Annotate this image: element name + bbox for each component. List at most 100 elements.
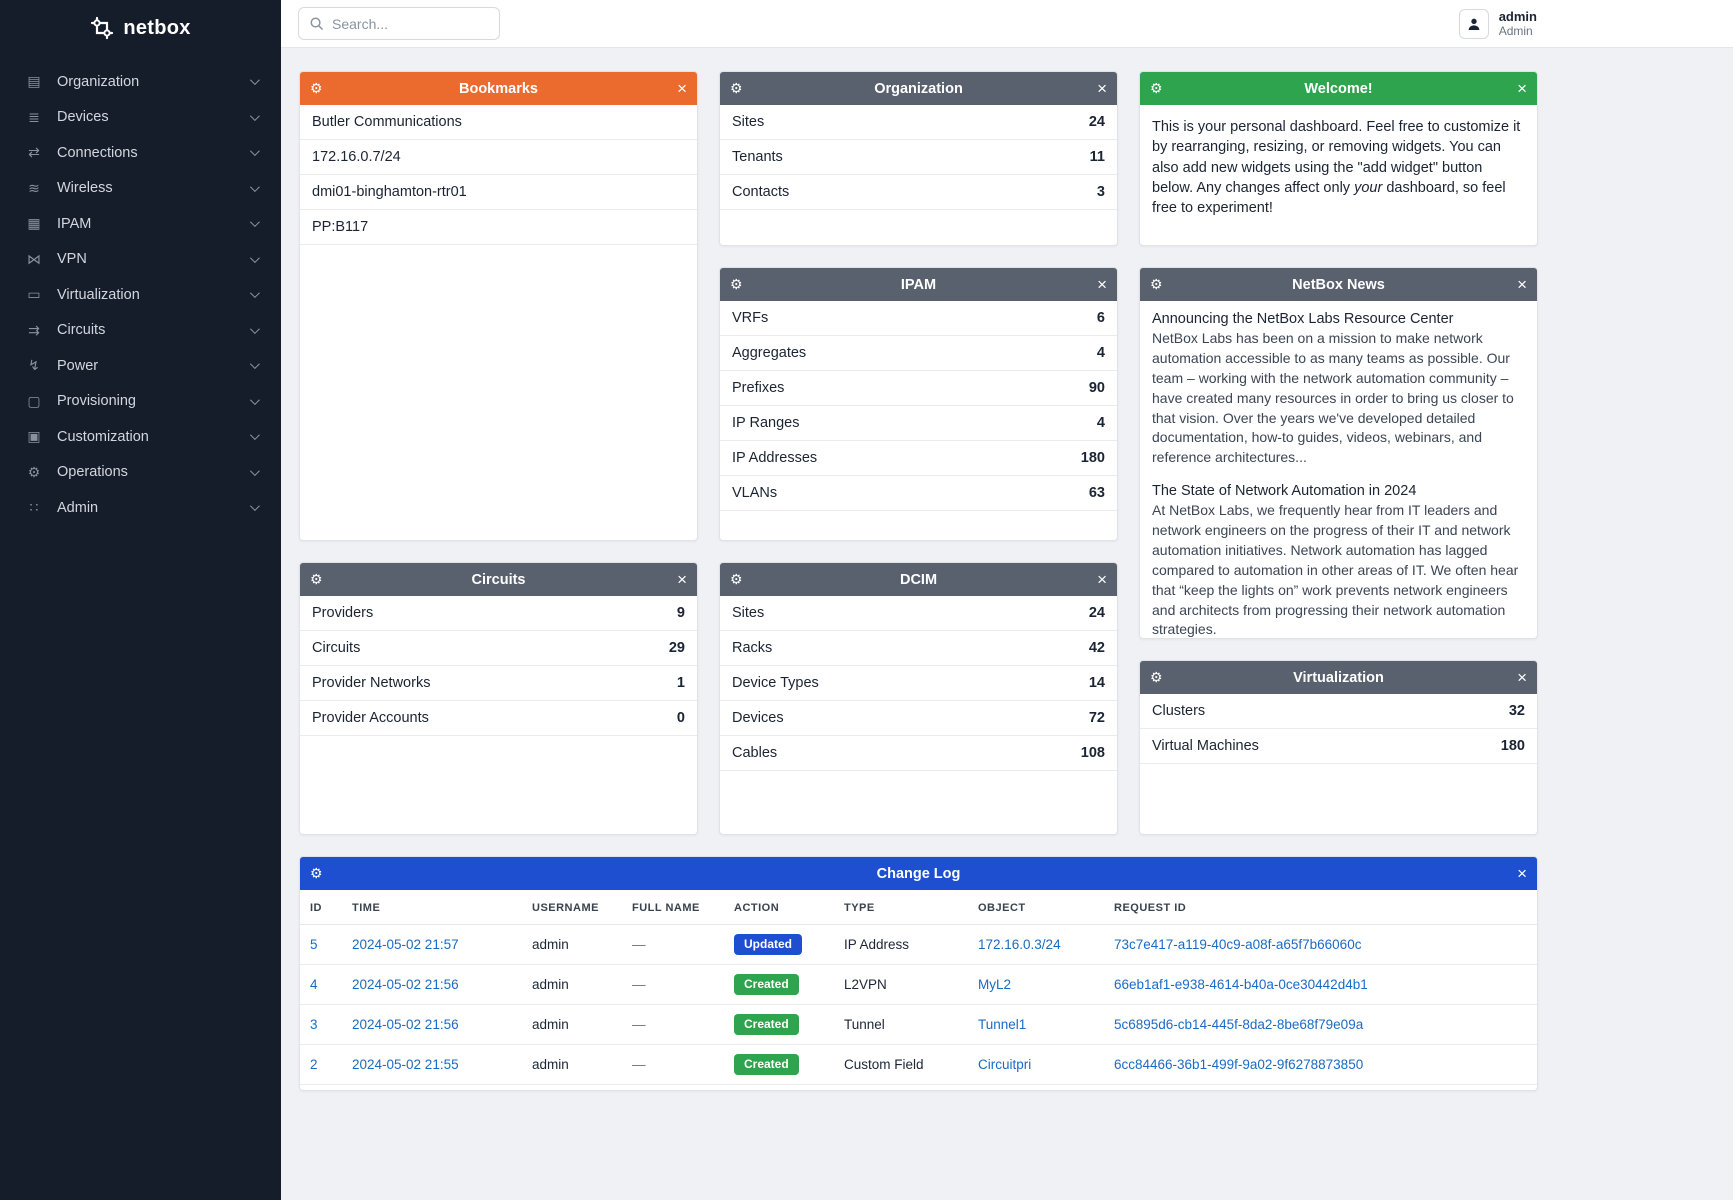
widget-config-icon[interactable]: ⚙ <box>310 865 323 881</box>
stat-value[interactable]: 4 <box>1096 415 1105 431</box>
widget-close-icon[interactable]: × <box>1517 275 1527 294</box>
change-time-link[interactable]: 2024-05-02 21:56 <box>352 1017 459 1032</box>
user-menu[interactable]: admin Admin <box>1458 8 1537 39</box>
widget-title: Circuits <box>471 571 526 588</box>
stat-value[interactable]: 72 <box>1088 710 1105 726</box>
change-username: admin <box>522 924 622 965</box>
search-icon <box>310 17 323 30</box>
change-fullname: — <box>622 964 724 1005</box>
stat-row: Tenants 11 <box>720 140 1117 175</box>
news-scroll-area[interactable]: Announcing the NetBox Labs Resource Cent… <box>1140 301 1537 638</box>
column-header-action: ACTION <box>724 890 834 925</box>
widget-config-icon[interactable]: ⚙ <box>730 80 743 96</box>
change-request-id-link[interactable]: 6cc84466-36b1-499f-9a02-9f6278873850 <box>1114 1057 1364 1072</box>
change-object-link[interactable]: Circuitpri <box>978 1057 1032 1072</box>
sidebar-item-label: Provisioning <box>57 393 136 410</box>
widget-close-icon[interactable]: × <box>1517 79 1527 98</box>
stat-row: Racks 42 <box>720 631 1117 666</box>
news-headline-link[interactable]: Announcing the NetBox Labs Resource Cent… <box>1152 311 1454 327</box>
sidebar-item-circuits[interactable]: ⇉ Circuits <box>0 313 281 349</box>
customization-icon: ▣ <box>27 428 41 445</box>
widget-close-icon[interactable]: × <box>1517 864 1527 883</box>
widget-close-icon[interactable]: × <box>677 79 687 98</box>
stat-value[interactable]: 14 <box>1088 675 1105 691</box>
widget-close-icon[interactable]: × <box>1097 570 1107 589</box>
change-object-link[interactable]: 172.16.0.3/24 <box>978 937 1061 952</box>
stat-row: VLANs 63 <box>720 476 1117 511</box>
widget-config-icon[interactable]: ⚙ <box>730 571 743 587</box>
stat-value[interactable]: 11 <box>1089 149 1105 165</box>
stat-value[interactable]: 180 <box>1500 738 1525 754</box>
sidebar-item-operations[interactable]: ⚙ Operations <box>0 455 281 491</box>
bookmark-item[interactable]: dmi01-binghamton-rtr01 <box>300 175 697 210</box>
sidebar-item-wireless[interactable]: ≋ Wireless <box>0 171 281 207</box>
user-button[interactable] <box>1458 8 1489 39</box>
sidebar-item-devices[interactable]: ≣ Devices <box>0 100 281 136</box>
sidebar-item-ipam[interactable]: ▦ IPAM <box>0 206 281 242</box>
stat-value[interactable]: 180 <box>1080 450 1105 466</box>
widget-close-icon[interactable]: × <box>1517 668 1527 687</box>
bookmark-item[interactable]: 172.16.0.7/24 <box>300 140 697 175</box>
widget-config-icon[interactable]: ⚙ <box>310 80 323 96</box>
stat-value[interactable]: 24 <box>1088 605 1105 621</box>
changelog-row: 1 2024-05-02 21:54 admin — Updated Site … <box>300 1084 1537 1090</box>
stat-value[interactable]: 63 <box>1088 485 1105 501</box>
widget-close-icon[interactable]: × <box>1097 275 1107 294</box>
column-header-type: TYPE <box>834 890 968 925</box>
change-request-id-link[interactable]: 5c6895d6-cb14-445f-8da2-8be68f79e09a <box>1114 1017 1364 1032</box>
stat-row: Provider Accounts 0 <box>300 701 697 736</box>
main-area: admin Admin ⚙ Bookmarks × Butler Communi… <box>281 0 1733 1200</box>
bookmark-item[interactable]: Butler Communications <box>300 105 697 140</box>
sidebar-item-admin[interactable]: ∷ Admin <box>0 490 281 526</box>
sidebar-item-provisioning[interactable]: ▢ Provisioning <box>0 384 281 420</box>
sidebar-item-label: Virtualization <box>57 286 140 303</box>
sidebar-item-power[interactable]: ↯ Power <box>0 348 281 384</box>
search-input[interactable] <box>332 15 489 32</box>
chevron-down-icon <box>249 110 260 121</box>
widget-close-icon[interactable]: × <box>1097 79 1107 98</box>
stat-value[interactable]: 90 <box>1088 380 1105 396</box>
virtualization-widget: ⚙ Virtualization × Clusters 32 Virtual Ma… <box>1139 660 1538 835</box>
widget-config-icon[interactable]: ⚙ <box>1150 276 1163 292</box>
stat-value[interactable]: 4 <box>1096 345 1105 361</box>
netbox-logo[interactable]: netbox <box>0 0 281 60</box>
change-time-link[interactable]: 2024-05-02 21:55 <box>352 1057 459 1072</box>
change-id-link[interactable]: 5 <box>310 937 318 952</box>
stat-value[interactable]: 6 <box>1096 310 1105 326</box>
change-id-link[interactable]: 2 <box>310 1057 318 1072</box>
stat-value[interactable]: 9 <box>676 605 685 621</box>
sidebar-item-customization[interactable]: ▣ Customization <box>0 419 281 455</box>
widget-config-icon[interactable]: ⚙ <box>1150 669 1163 685</box>
virtualization-icon: ▭ <box>27 286 41 303</box>
change-request-id-link[interactable]: 66eb1af1-e938-4614-b40a-0ce30442d4b1 <box>1114 977 1368 992</box>
stat-value[interactable]: 29 <box>668 640 685 656</box>
change-object-link[interactable]: Tunnel1 <box>978 1017 1027 1032</box>
change-request-id-link[interactable]: 73c7e417-a119-40c9-a08f-a65f7b66060c <box>1114 937 1362 952</box>
change-object-link[interactable]: MyL2 <box>978 977 1012 992</box>
change-id-link[interactable]: 4 <box>310 977 318 992</box>
sidebar-item-organization[interactable]: ▤ Organization <box>0 64 281 100</box>
stat-value[interactable]: 32 <box>1508 703 1525 719</box>
bookmark-item[interactable]: PP:B117 <box>300 210 697 245</box>
stat-value[interactable]: 24 <box>1088 114 1105 130</box>
dashboard-column-3: ⚙ Welcome! × This is your personal dashb… <box>1139 71 1538 835</box>
widget-config-icon[interactable]: ⚙ <box>310 571 323 587</box>
widget-config-icon[interactable]: ⚙ <box>1150 80 1163 96</box>
sidebar-item-connections[interactable]: ⇄ Connections <box>0 135 281 171</box>
vpn-icon: ⋈ <box>27 250 41 267</box>
stat-value[interactable]: 1 <box>676 675 685 691</box>
change-time-link[interactable]: 2024-05-02 21:56 <box>352 977 459 992</box>
news-headline-link[interactable]: The State of Network Automation in 2024 <box>1152 483 1417 500</box>
change-id-link[interactable]: 3 <box>310 1017 318 1032</box>
stat-value[interactable]: 3 <box>1096 184 1105 200</box>
widget-close-icon[interactable]: × <box>677 570 687 589</box>
circuits-widget-header: ⚙ Circuits × <box>300 563 697 596</box>
stat-value[interactable]: 0 <box>676 710 685 726</box>
stat-value[interactable]: 42 <box>1088 640 1105 656</box>
stat-row: Cables 108 <box>720 736 1117 771</box>
sidebar-item-vpn[interactable]: ⋈ VPN <box>0 242 281 278</box>
stat-value[interactable]: 108 <box>1080 745 1105 761</box>
change-time-link[interactable]: 2024-05-02 21:57 <box>352 937 459 952</box>
widget-config-icon[interactable]: ⚙ <box>730 276 743 292</box>
sidebar-item-virtualization[interactable]: ▭ Virtualization <box>0 277 281 313</box>
